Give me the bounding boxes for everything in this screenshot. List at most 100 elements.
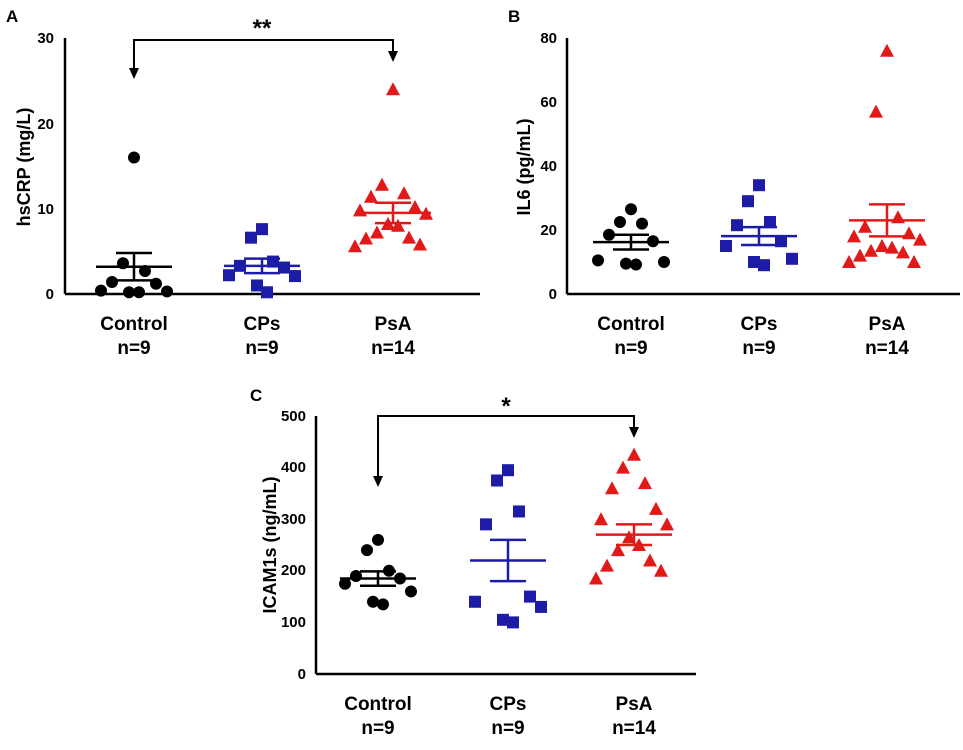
data-point-a-control-7 [123, 286, 135, 299]
data-point-b-cps-0 [753, 179, 765, 192]
data-marks-b [592, 43, 927, 272]
x-count-label-c-1: n=9 [491, 718, 524, 739]
data-point-c-psa-2 [638, 476, 652, 490]
data-point-b-cps-4 [775, 235, 787, 248]
y-tick-label-c-2: 200 [281, 562, 306, 579]
data-point-b-psa-6 [913, 232, 927, 246]
data-point-a-psa-0 [386, 82, 400, 96]
data-point-c-psa-12 [654, 563, 668, 577]
x-category-label-c-2: PsA [616, 694, 653, 715]
data-point-b-psa-10 [896, 245, 910, 259]
data-marks-a [95, 82, 433, 299]
data-point-b-psa-0 [880, 43, 894, 57]
data-point-c-cps-1 [491, 474, 503, 487]
data-point-c-control-1 [361, 544, 373, 557]
data-point-b-control-6 [658, 256, 670, 268]
data-point-c-control-8 [377, 598, 389, 611]
x-count-label-b-0: n=9 [614, 338, 647, 359]
x-category-label-b-0: Control [597, 314, 665, 335]
data-point-b-psa-5 [847, 229, 861, 243]
data-point-b-cps-2 [764, 216, 776, 228]
data-point-b-control-0 [625, 203, 637, 216]
data-point-b-psa-7 [875, 239, 889, 252]
y-axis-label-c: ICAM1s (ng/mL) [260, 476, 280, 613]
data-point-a-cps-7 [251, 279, 263, 292]
y-tick-label-b-4: 80 [540, 30, 557, 47]
data-point-a-psa-9 [370, 225, 384, 239]
panel-letter-b: B [508, 7, 520, 26]
data-point-b-control-2 [636, 217, 648, 230]
data-point-c-cps-2 [513, 505, 525, 518]
x-category-label-b-1: CPs [741, 314, 778, 335]
significance-arrow-left-a [129, 68, 139, 79]
data-point-b-cps-7 [748, 256, 760, 268]
data-point-a-cps-1 [245, 231, 257, 244]
data-point-c-psa-11 [600, 558, 614, 572]
data-point-c-psa-7 [622, 530, 636, 544]
data-point-c-control-5 [339, 577, 351, 590]
data-point-c-psa-9 [611, 543, 625, 557]
x-count-label-a-0: n=9 [117, 338, 150, 359]
data-point-c-cps-7 [497, 613, 509, 626]
data-point-c-psa-6 [660, 517, 674, 531]
data-point-c-psa-13 [589, 571, 603, 585]
data-point-a-cps-8 [261, 286, 273, 299]
data-point-a-psa-13 [348, 239, 362, 253]
panel-c: C ICAM1s (ng/mL) 0 100 200 300 400 500 C… [250, 386, 696, 739]
data-point-c-psa-0 [627, 447, 641, 461]
data-point-a-control-4 [150, 277, 162, 290]
data-point-a-psa-5 [353, 203, 367, 217]
x-count-label-a-1: n=9 [245, 338, 278, 359]
data-point-b-psa-9 [864, 243, 878, 257]
panel-letter-a: A [6, 7, 18, 26]
data-point-b-psa-12 [907, 255, 921, 268]
data-point-b-psa-1 [869, 104, 883, 118]
data-point-b-psa-3 [858, 219, 872, 233]
data-point-c-control-0 [372, 533, 384, 546]
data-point-c-control-7 [367, 595, 379, 608]
x-category-label-a-0: Control [100, 314, 168, 335]
data-point-c-control-6 [405, 585, 417, 598]
data-point-c-cps-3 [480, 518, 492, 531]
data-point-b-psa-8 [885, 240, 899, 254]
data-point-a-control-5 [95, 284, 107, 297]
y-tick-label-c-5: 500 [281, 408, 306, 425]
data-point-a-control-3 [106, 276, 118, 289]
x-count-label-b-1: n=9 [742, 338, 775, 359]
data-point-b-control-7 [620, 257, 632, 270]
data-point-c-cps-4 [524, 590, 536, 603]
data-point-b-control-3 [603, 228, 615, 241]
data-point-b-psa-4 [902, 226, 916, 240]
y-tick-label-b-3: 60 [540, 94, 557, 111]
data-point-a-cps-0 [256, 223, 268, 236]
x-count-label-a-2: n=14 [371, 338, 415, 359]
y-tick-label-c-1: 100 [281, 614, 306, 631]
data-point-a-control-8 [133, 286, 145, 299]
data-point-a-control-2 [139, 264, 151, 277]
data-point-b-cps-1 [742, 195, 754, 208]
data-point-c-psa-10 [643, 553, 657, 567]
y-tick-label-a-3: 30 [37, 30, 54, 47]
significance-arrow-right-a [388, 51, 398, 62]
x-category-label-c-0: Control [344, 694, 412, 715]
significance-arrow-left-c [373, 476, 383, 487]
data-point-a-control-6 [161, 285, 173, 298]
data-point-c-psa-3 [605, 481, 619, 495]
y-axis-label-b: IL6 (pg/mL) [514, 119, 534, 216]
data-point-a-cps-4 [278, 261, 290, 274]
data-point-c-psa-4 [649, 501, 663, 515]
x-category-label-a-2: PsA [375, 314, 412, 335]
y-tick-label-a-2: 20 [37, 116, 54, 133]
significance-bracket-a [133, 39, 394, 73]
x-category-label-a-1: CPs [244, 314, 281, 335]
data-point-a-psa-2 [397, 186, 411, 200]
data-point-b-cps-3 [731, 219, 743, 232]
y-tick-label-c-3: 300 [281, 511, 306, 528]
y-tick-label-c-4: 400 [281, 459, 306, 476]
significance-arrow-right-c [629, 427, 639, 438]
x-category-label-c-1: CPs [490, 694, 527, 715]
data-point-c-psa-1 [616, 460, 630, 474]
y-axis-label-a: hsCRP (mg/L) [14, 108, 34, 227]
data-point-a-cps-6 [289, 270, 301, 283]
